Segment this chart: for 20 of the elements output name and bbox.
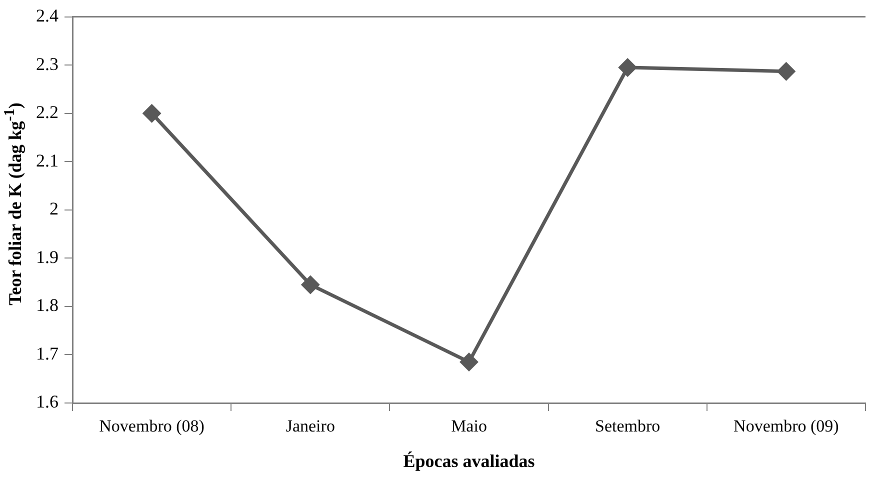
y-tick-label: 1.6 — [36, 392, 58, 412]
x-tick-label: Maio — [451, 416, 487, 436]
y-tick-label: 2.4 — [36, 6, 58, 26]
point — [143, 104, 161, 122]
x-axis-title: Épocas avaliadas — [403, 450, 535, 471]
y-tick-label: 2.3 — [36, 54, 58, 74]
point — [777, 62, 795, 80]
x-tick-label: Setembro — [595, 416, 660, 436]
y-tick-label: 2 — [50, 198, 58, 219]
y-tick-label: 1.8 — [36, 295, 58, 316]
y-tick-label: 2.1 — [36, 150, 58, 170]
point — [460, 353, 478, 371]
y-tick-label: 1.9 — [36, 246, 58, 267]
y-tick-label: 1.7 — [36, 343, 58, 364]
x-tick-label: Janeiro — [286, 416, 335, 436]
x-tick-label: Novembro (08) — [99, 416, 204, 436]
x-tick-label: Novembro (09) — [734, 416, 839, 436]
point — [302, 276, 320, 294]
y-tick-label: 2.2 — [36, 102, 58, 122]
point — [618, 58, 636, 76]
